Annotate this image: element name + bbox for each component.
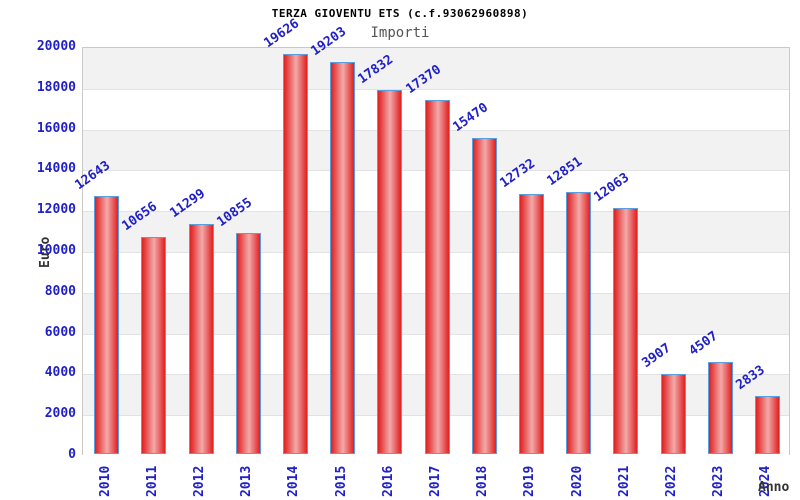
y-tick-label: 20000 bbox=[36, 39, 76, 54]
y-axis-title: Euro bbox=[38, 236, 53, 268]
y-tick-label: 4000 bbox=[44, 365, 76, 381]
x-tick-label: 2012 bbox=[192, 465, 207, 497]
y-tick-label: 12000 bbox=[36, 202, 76, 218]
x-tick-label: 2013 bbox=[239, 465, 255, 497]
bar bbox=[424, 100, 450, 454]
chart-title: TERZA GIOVENTU ETS (c.f.93062960898) bbox=[271, 7, 529, 20]
chart-subtitle: Importi bbox=[370, 25, 430, 41]
x-tick-label: 2014 bbox=[286, 465, 302, 497]
bar bbox=[660, 374, 686, 454]
y-tick-label: 16000 bbox=[36, 120, 76, 136]
y-tick-label: 6000 bbox=[44, 324, 76, 340]
x-tick-label: 2018 bbox=[475, 465, 491, 497]
y-tick-label: 10000 bbox=[36, 243, 76, 258]
bar bbox=[94, 196, 120, 454]
bar bbox=[754, 396, 780, 454]
x-tick-label: 2016 bbox=[380, 465, 396, 497]
plot-area: 12643 10656 11299 10855 19626 19203 17832 17370… bbox=[73, 16, 790, 456]
x-tick-label: 2011 bbox=[144, 465, 160, 497]
x-tick-label: 2023 bbox=[711, 465, 727, 497]
bar bbox=[471, 138, 497, 454]
bar bbox=[235, 233, 261, 454]
y-tick-label: 2000 bbox=[44, 406, 76, 422]
x-tick-label: 2020 bbox=[569, 465, 585, 497]
bar bbox=[613, 208, 639, 454]
grid-band bbox=[83, 48, 789, 89]
x-tick-label: 2015 bbox=[333, 465, 349, 497]
x-tick-label: 2010 bbox=[97, 465, 113, 497]
y-tick-label: 14000 bbox=[36, 161, 76, 177]
x-axis-title: Anno bbox=[758, 480, 790, 495]
y-tick-label: 0 bbox=[68, 447, 76, 462]
bar bbox=[518, 194, 544, 454]
x-tick-label: 2019 bbox=[522, 465, 538, 497]
bar bbox=[707, 362, 733, 454]
y-tick-label: 8000 bbox=[44, 283, 76, 299]
x-tick-label: 2017 bbox=[428, 465, 443, 497]
x-tick-label: 2022 bbox=[664, 465, 679, 497]
bar bbox=[188, 224, 214, 454]
bar bbox=[282, 54, 308, 454]
x-tick-label: 2021 bbox=[616, 465, 632, 497]
bar bbox=[330, 62, 356, 454]
grid-line bbox=[83, 88, 789, 90]
bar bbox=[141, 237, 167, 454]
bar bbox=[566, 192, 592, 454]
bar bbox=[377, 90, 403, 454]
y-tick-label: 18000 bbox=[36, 79, 76, 95]
